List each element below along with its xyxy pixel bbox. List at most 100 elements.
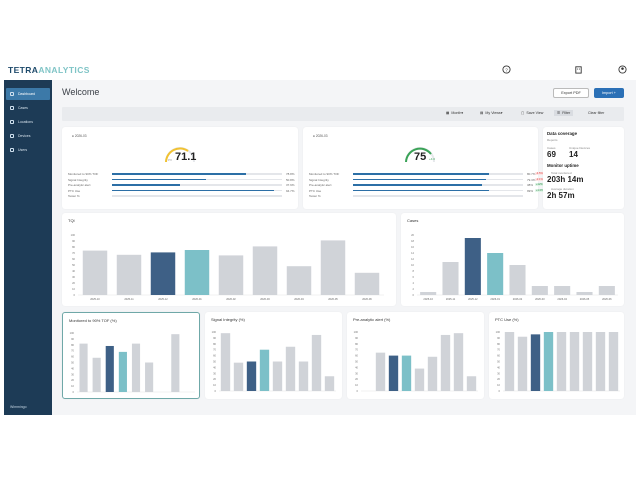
- gauge-value: 75: [414, 151, 427, 163]
- gauge-date: ● 2026-03: [72, 134, 87, 138]
- y-tick-label: 18: [411, 239, 414, 243]
- calendar-icon: ▦: [446, 111, 450, 115]
- x-tick-label: 2026-06: [362, 297, 372, 301]
- metric-row: Pre-analytic alert 37.9%: [68, 183, 298, 188]
- chart-title: Monitored to 90% TOF (%): [69, 318, 117, 323]
- bar: [517, 336, 528, 391]
- my-views-dropdown[interactable]: ▤ My Views ▾: [480, 111, 503, 115]
- metric-fill: [353, 189, 489, 192]
- y-tick-label: 8: [413, 269, 415, 273]
- x-tick-label: 2026-06: [602, 297, 612, 301]
- metric-row: Monitored to 90% TOF 78.8%: [68, 172, 298, 177]
- export-pdf-button[interactable]: Export PDF: [553, 88, 589, 98]
- y-tick-label: 14: [411, 251, 414, 255]
- y-tick-label: 70: [71, 349, 74, 353]
- y-tick-label: 50: [213, 360, 216, 364]
- page-title: Welcome: [62, 87, 100, 97]
- uptime-title: Monitor uptime: [547, 163, 579, 168]
- sidebar-item-locations[interactable]: Locations: [6, 116, 50, 128]
- sidebar-item-devices[interactable]: Devices: [6, 130, 50, 142]
- save-view-button[interactable]: ▢ Save View: [521, 111, 544, 115]
- y-tick-label: 70: [355, 348, 358, 352]
- sidebar-item-users[interactable]: Users: [6, 144, 50, 156]
- gauge-delta: +4.0: [429, 157, 435, 161]
- metric-delta: +12%: [535, 183, 544, 186]
- chart-title: Cases: [407, 218, 419, 223]
- users-icon: [10, 148, 14, 152]
- x-tick-label: 2026-05: [580, 297, 590, 301]
- metric-pct: 94.7%: [286, 188, 295, 193]
- chart-title: PTC Use (%): [495, 317, 519, 322]
- metric-row: PTC Use 99% +1.0%: [309, 188, 545, 194]
- x-tick-label: 2026-05: [328, 297, 338, 301]
- metric-track: [353, 189, 523, 192]
- x-tick-label: 2026-03: [260, 297, 270, 301]
- filter-icon: ☰: [557, 111, 561, 115]
- metric-pct: 50.8%: [286, 177, 295, 182]
- cases-chart: 0 2 4 6 8 10 12 14 16 18 20 2025-10 2025-11 2025-12 20…: [411, 233, 618, 301]
- chart-title: TQI: [68, 218, 75, 223]
- clear-filter-button[interactable]: Clear filter: [588, 111, 605, 115]
- chart-title: Signal Integrity (%): [211, 317, 245, 322]
- bar: [375, 352, 386, 391]
- x-tick-label: 2026-04: [557, 297, 567, 301]
- x-tick-label: 2026-02: [226, 297, 236, 301]
- signal-chart-card: Signal Integrity (%) 0 10 20 30 40 50 60 70 80 90…: [205, 312, 342, 399]
- cases-count: 69: [547, 150, 556, 159]
- filter-button[interactable]: ☰ Filter: [554, 110, 574, 116]
- monitored-chart-card[interactable]: Monitored to 90% TOF (%) 0 10 20 30 40 50 60 70…: [62, 312, 200, 399]
- bar: [272, 361, 283, 391]
- filter-bar: [62, 107, 624, 121]
- bar: [184, 250, 210, 295]
- y-tick-label: 80: [213, 342, 216, 346]
- month-dropdown[interactable]: ▦ Month ▾: [446, 111, 464, 115]
- bar: [354, 272, 380, 295]
- y-tick-label: 100: [70, 331, 75, 335]
- y-tick-label: 30: [213, 371, 216, 375]
- bar: [311, 334, 322, 391]
- save-icon: ▢: [521, 111, 525, 115]
- y-tick-label: 0: [73, 390, 75, 394]
- help-icon[interactable]: ?: [501, 64, 511, 74]
- y-tick-label: 60: [497, 354, 500, 358]
- brand-logo[interactable]: TETRAANALYTICS: [8, 65, 90, 75]
- total-label: Total monitored: [551, 171, 572, 175]
- import-button[interactable]: Import +: [594, 88, 624, 98]
- bar: [218, 255, 244, 295]
- sidebar-item-cases[interactable]: Cases: [6, 102, 50, 114]
- bar: [131, 343, 141, 392]
- metric-row: PTC Use 94.7%: [68, 189, 298, 194]
- y-tick-label: 30: [72, 275, 75, 279]
- bar: [464, 238, 481, 295]
- metric-fill: [112, 189, 274, 192]
- total-monitored: 203h 14m: [547, 175, 584, 184]
- x-tick-label: 2025-12: [468, 297, 478, 301]
- y-tick-label: 80: [71, 343, 74, 347]
- bar: [285, 346, 296, 391]
- bar: [530, 334, 541, 391]
- building-icon[interactable]: [573, 64, 583, 74]
- metric-label: Monitored to 90% TOF: [309, 172, 340, 176]
- bar: [388, 355, 399, 391]
- sidebar-item-dashboard[interactable]: Dashboard: [6, 88, 50, 100]
- user-account-icon[interactable]: [617, 64, 627, 74]
- metric-label: Signal Integrity: [309, 177, 329, 182]
- metric-row: Pre-analytic alert 38% +12%: [309, 183, 544, 188]
- sidebar-footer[interactable]: Wimmingo: [10, 405, 27, 409]
- x-tick-label: 2025-10: [423, 297, 433, 301]
- gauge-value: 71.1: [175, 151, 197, 163]
- y-tick-label: 0: [357, 389, 359, 393]
- y-tick-label: 30: [497, 371, 500, 375]
- bar: [427, 356, 438, 391]
- y-tick-label: 90: [72, 239, 75, 243]
- bar: [171, 334, 180, 392]
- metric-delta: -4.5%: [535, 172, 544, 175]
- metric-track: [353, 184, 523, 186]
- metric-fill: [112, 173, 247, 175]
- bar: [79, 343, 88, 392]
- bar: [286, 266, 312, 295]
- y-tick-label: 50: [71, 361, 74, 365]
- y-tick-label: 20: [213, 377, 216, 381]
- bar: [509, 265, 526, 295]
